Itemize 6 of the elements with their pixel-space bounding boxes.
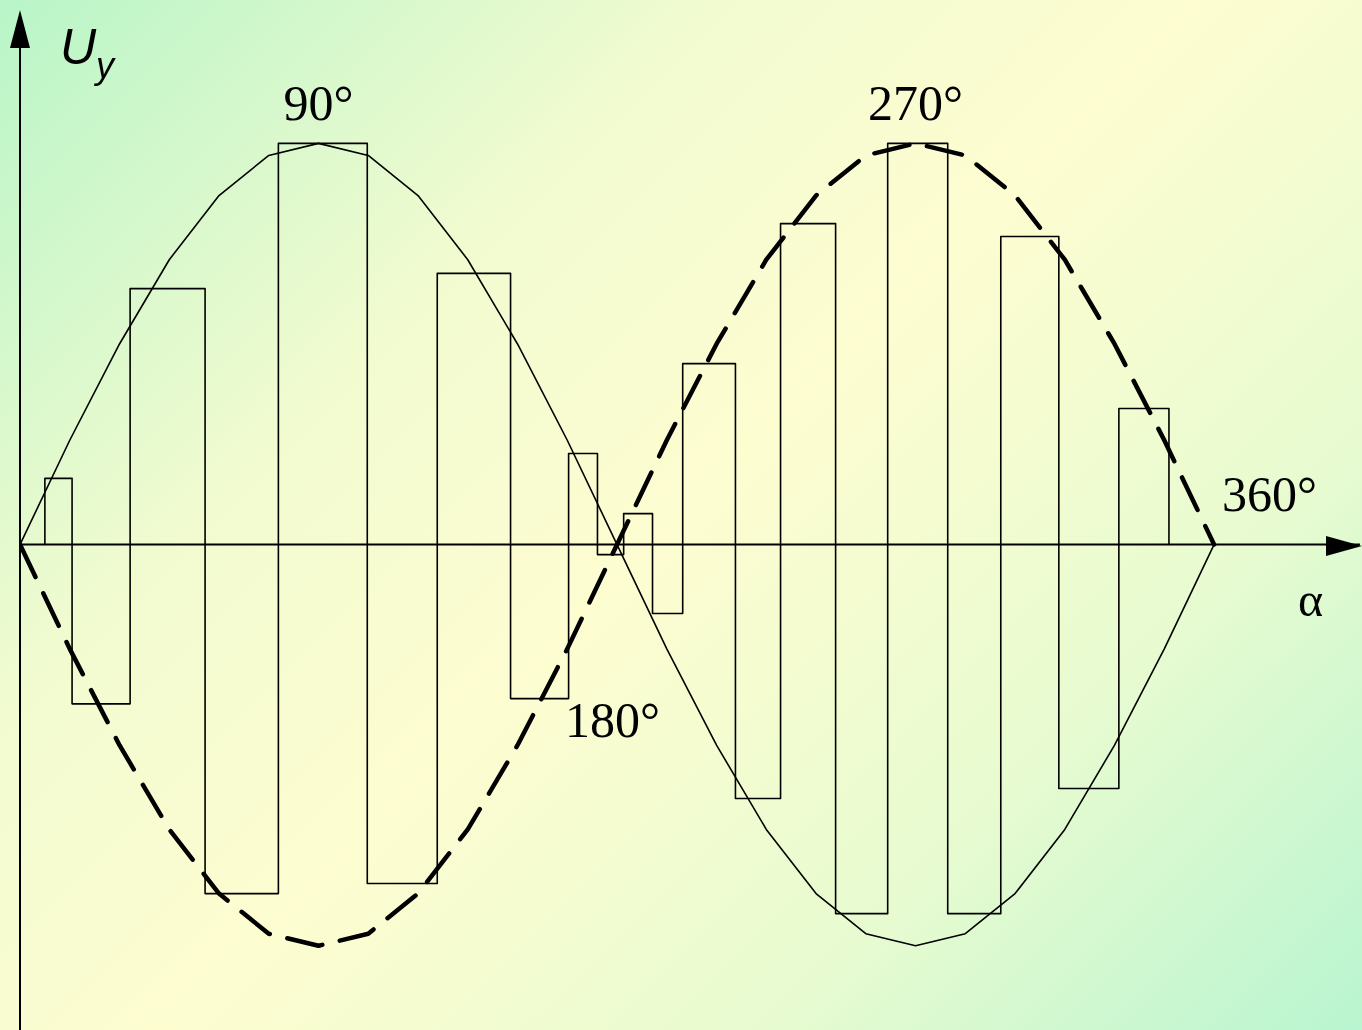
annotation: 360° bbox=[1222, 465, 1318, 522]
x-tick-label: 270° bbox=[868, 74, 964, 131]
x-axis-title: α bbox=[1298, 572, 1324, 627]
annotation: 180° bbox=[565, 691, 661, 748]
y-axis-title: U$_{y}$ bbox=[60, 18, 115, 87]
x-tick-label: 90° bbox=[283, 74, 354, 131]
